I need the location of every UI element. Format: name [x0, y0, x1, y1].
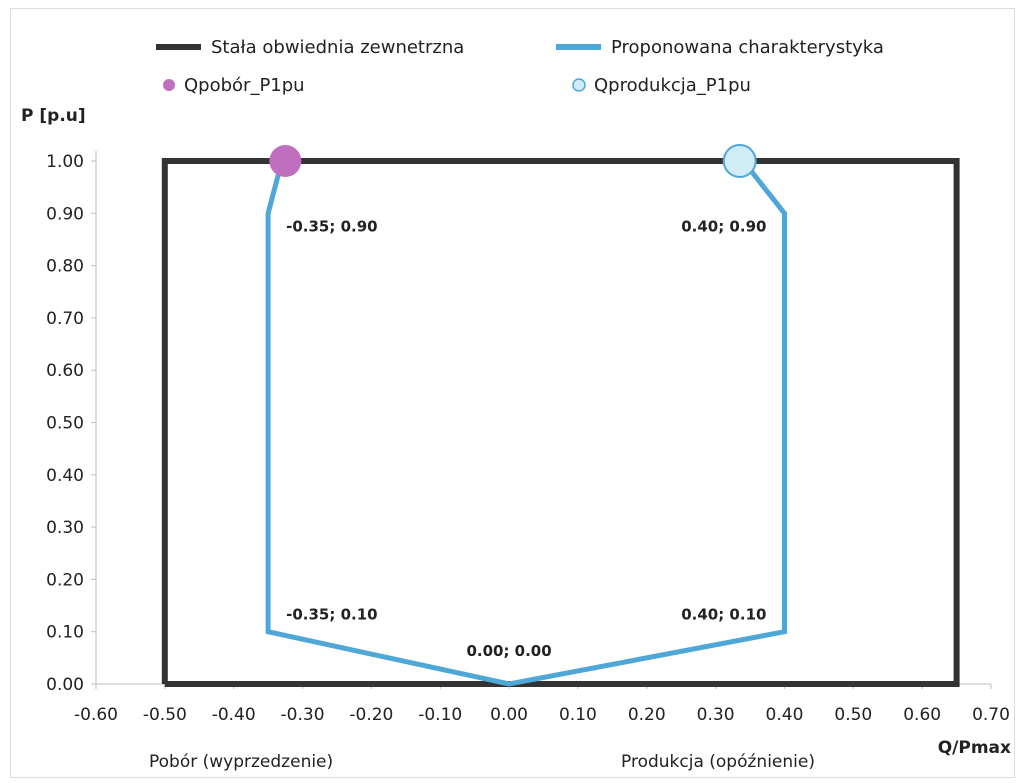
data-label: 0.00; 0.00	[466, 642, 551, 660]
series-layer	[161, 144, 960, 687]
x-tick-label: -0.40	[212, 705, 256, 725]
legend-label: Qpobór_P1pu	[184, 75, 305, 96]
legend-swatch	[163, 79, 175, 91]
legend-label: Qprodukcja_P1pu	[594, 75, 751, 96]
legend-item: Qprodukcja_P1pu	[572, 75, 751, 96]
x-tick-label: -0.60	[74, 705, 118, 725]
legend-label: Stała obwiednia zewnetrzna	[211, 37, 464, 58]
x-tick-label: 0.10	[559, 705, 597, 725]
y-tick-label: 0.80	[46, 257, 84, 277]
axes: 0.00 0.10 0.20 0.30 0.40 0.50 0.60 0.70 0.80 0.90…	[46, 151, 1010, 725]
legend-item: Qpobór_P1pu	[163, 75, 305, 96]
x-tick-label: -0.30	[281, 705, 325, 725]
series-line	[161, 158, 960, 687]
data-label: 0.40; 0.10	[681, 606, 766, 624]
chart-frame: Stała obwiednia zewnetrzna Proponowana ch…	[10, 8, 1015, 778]
x-tick-label: 0.30	[697, 705, 735, 725]
y-axis-title: P [p.u]	[21, 106, 86, 126]
y-tick-label: 0.30	[46, 518, 84, 538]
x-tick-label: -0.20	[349, 705, 393, 725]
legend-item: Stała obwiednia zewnetrzna	[156, 37, 464, 58]
x-tick-label: 0.20	[628, 705, 666, 725]
y-tick-label: 0.10	[46, 623, 84, 643]
pq-chart: Stała obwiednia zewnetrzna Proponowana ch…	[21, 37, 1011, 772]
x-tick-label: 0.60	[903, 705, 941, 725]
right-region-note: Produkcja (opóźnienie)	[621, 752, 815, 772]
legend-swatch	[572, 78, 586, 92]
y-tick-label: 1.00	[46, 152, 84, 172]
x-tick-label: 0.70	[972, 705, 1010, 725]
x-tick-label: -0.50	[143, 705, 187, 725]
series-marker	[722, 144, 757, 178]
series-line	[265, 159, 787, 687]
y-tick-label: 0.70	[46, 309, 84, 329]
series-marker	[269, 145, 302, 177]
x-tick-label: 0.40	[766, 705, 804, 725]
y-tick-label: 0.00	[46, 675, 84, 695]
x-axis-title: Q/Pmax	[938, 738, 1011, 758]
legend: Stała obwiednia zewnetrzna Proponowana ch…	[156, 37, 884, 96]
x-tick-label: 0.00	[490, 705, 528, 725]
y-tick-label: 0.90	[46, 204, 84, 224]
legend-item: Proponowana charakterystyka	[556, 37, 884, 58]
y-tick-label: 0.50	[46, 414, 84, 434]
x-tick-label: 0.50	[834, 705, 872, 725]
data-label: -0.35; 0.90	[286, 217, 377, 235]
data-label: -0.35; 0.10	[286, 606, 377, 624]
left-region-note: Pobór (wyprzedzenie)	[149, 752, 333, 772]
data-label: 0.40; 0.90	[681, 217, 766, 235]
x-tick-label: -0.10	[418, 705, 462, 725]
legend-label: Proponowana charakterystyka	[611, 37, 884, 58]
data-labels: -0.35; 0.90 0.40; 0.90 -0.35; 0.10 0.40; 0.…	[286, 217, 766, 660]
y-tick-label: 0.40	[46, 466, 84, 486]
y-tick-label: 0.20	[46, 570, 84, 590]
y-tick-label: 0.60	[46, 361, 84, 381]
